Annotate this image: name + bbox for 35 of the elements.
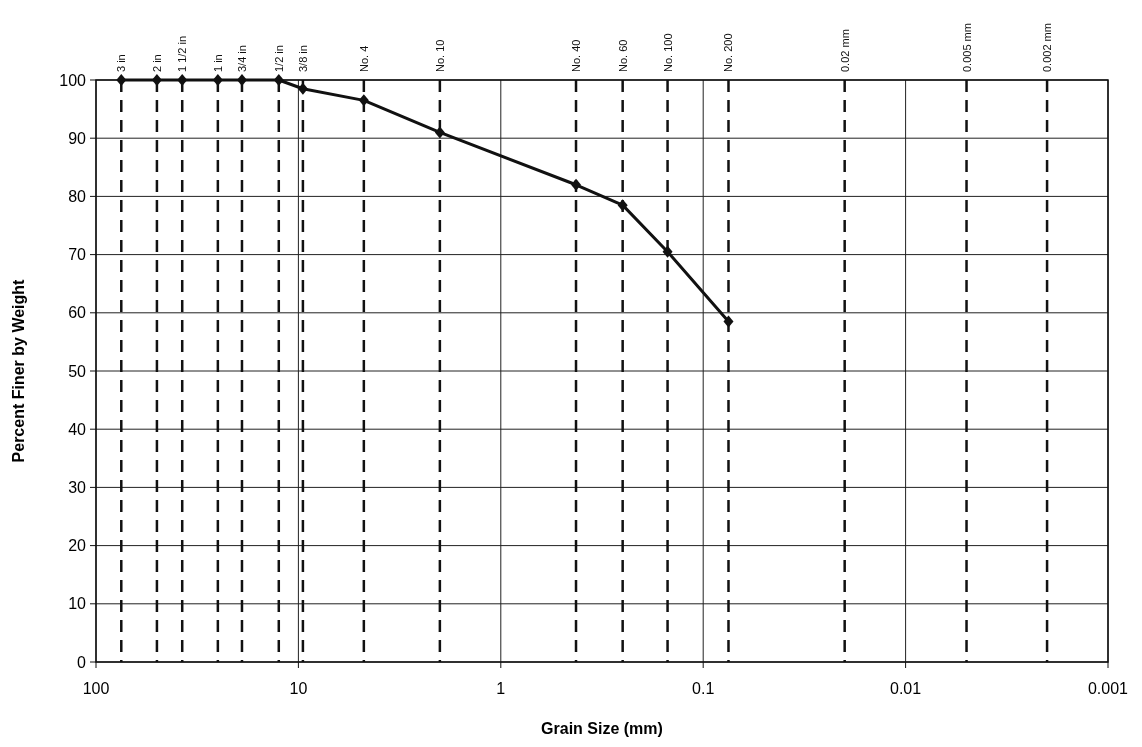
- ref-line-label: 0.002 mm: [1041, 23, 1054, 72]
- ref-line-label: 0.02 mm: [838, 29, 851, 72]
- ref-line-label: No. 40: [570, 39, 583, 72]
- y-tick-label: 100: [59, 71, 87, 89]
- y-tick-label: 30: [68, 479, 87, 496]
- ref-line-label: No. 4: [357, 45, 370, 72]
- ref-line-label: 3/4 in: [235, 45, 248, 72]
- y-tick-label: 70: [68, 246, 87, 264]
- y-tick-label: 20: [68, 537, 87, 555]
- ref-line-label: No. 100: [661, 33, 674, 72]
- ref-line-label: 3/8 in: [296, 45, 309, 72]
- y-tick-label: 50: [68, 362, 87, 380]
- x-tick-label: 1: [496, 680, 506, 697]
- x-tick-label: 0.01: [890, 680, 922, 697]
- ref-line-label: 1 1/2 in: [176, 35, 189, 72]
- y-tick-label: 40: [68, 420, 87, 438]
- ref-line-label: 1 in: [211, 54, 224, 72]
- ref-line-label: No. 10: [433, 39, 446, 72]
- x-axis-title: Grain Size (mm): [541, 720, 663, 737]
- y-tick-label: 90: [68, 129, 87, 147]
- ref-line-label: 0.005 mm: [960, 23, 973, 72]
- ref-line-label: 3 in: [115, 54, 128, 72]
- ref-line-label: No. 60: [616, 39, 629, 72]
- x-tick-label: 100: [82, 680, 110, 697]
- y-tick-label: 0: [77, 653, 87, 671]
- y-axis-title: Percent Finer by Weight: [10, 278, 27, 463]
- ref-line-label: 2 in: [150, 54, 163, 72]
- ref-line-label: No. 200: [722, 33, 735, 72]
- y-tick-label: 10: [68, 595, 87, 613]
- x-tick-label: 10: [289, 680, 308, 697]
- x-tick-label: 0.1: [692, 680, 715, 697]
- y-tick-label: 80: [68, 188, 87, 205]
- ref-line-label: 1/2 in: [272, 45, 285, 72]
- x-tick-label: 0.001: [1087, 680, 1129, 697]
- y-tick-label: 60: [68, 304, 87, 322]
